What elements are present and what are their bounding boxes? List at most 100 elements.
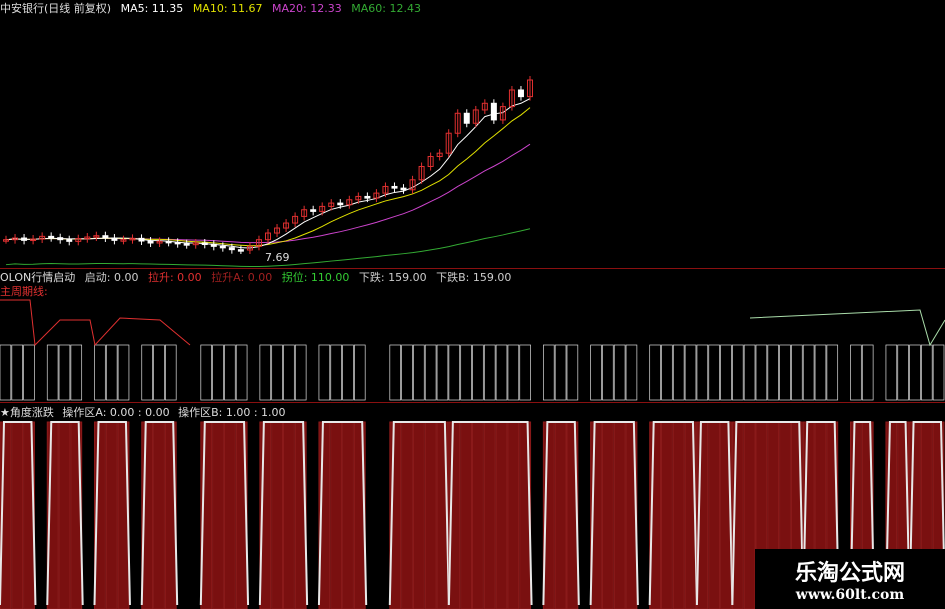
panel4-signal-line xyxy=(388,421,450,606)
watermark-url: www.60lt.com xyxy=(795,587,905,603)
candle-body xyxy=(48,235,55,239)
price-low-label: 7.69 xyxy=(265,251,290,264)
candle-body xyxy=(292,215,299,224)
panel4-bar xyxy=(743,421,756,609)
panel4-bar xyxy=(495,421,508,609)
panel4-bar xyxy=(708,421,721,609)
ma5-line xyxy=(5,98,531,249)
panel4-signal-line xyxy=(542,421,580,606)
candle-body xyxy=(174,241,181,245)
candle-body xyxy=(400,187,407,191)
panel4-signal-line xyxy=(447,421,533,606)
candle-body xyxy=(21,237,28,241)
panel4-bar xyxy=(424,421,437,609)
panel2-bar xyxy=(436,344,449,401)
candle-body xyxy=(499,106,506,121)
candle-body xyxy=(57,237,64,241)
panel2-bar xyxy=(590,344,602,401)
panel4-bar xyxy=(58,421,71,609)
panel4-signal-line xyxy=(46,421,84,606)
indicator-value: 操作区A: 0.00 : 0.00 xyxy=(62,406,170,419)
candle-body xyxy=(463,112,470,124)
ma10-value: MA10: 11.67 xyxy=(192,2,263,15)
candle-body xyxy=(427,156,434,167)
panel4-signal-line xyxy=(802,421,840,606)
candle-body xyxy=(337,202,344,206)
candle-body xyxy=(12,237,19,241)
panel2-bar xyxy=(897,344,909,401)
candle-body xyxy=(527,79,533,98)
panel2-bar xyxy=(105,344,118,401)
ma60-line xyxy=(5,228,531,268)
panel2-bar xyxy=(543,344,555,401)
panel4-signal-line xyxy=(140,421,179,606)
indicator-value: 操作区B: 1.00 : 1.00 xyxy=(178,406,286,419)
panel4-signal-line xyxy=(589,421,639,606)
panel2-bar xyxy=(566,344,579,401)
candle-body xyxy=(472,109,479,124)
panel2-bar xyxy=(861,344,874,401)
panel2-bar xyxy=(460,344,472,401)
candle-body xyxy=(210,243,217,247)
candle-body xyxy=(265,232,271,241)
panel2-bar xyxy=(271,344,283,401)
panel2-bar xyxy=(696,344,709,401)
panel2-bar xyxy=(224,344,236,401)
ma20-value: MA20: 12.33 xyxy=(272,2,342,15)
panel2-bar xyxy=(814,344,827,401)
panel4-bar xyxy=(601,421,614,609)
panel2-legend: OLON行情启动 启动: 0.00 拉升: 0.00 拉升A: 0.00 拐位:… xyxy=(0,269,517,285)
panel2-bar xyxy=(802,344,815,401)
candle-body xyxy=(75,238,82,242)
panel2-bar xyxy=(495,344,508,401)
panel4-bar xyxy=(412,421,425,609)
panel2-bar xyxy=(117,344,130,401)
panel2-bar xyxy=(259,344,272,401)
panel4-signal-line xyxy=(258,421,309,606)
candle-body xyxy=(93,235,100,238)
candle-body xyxy=(274,227,281,234)
panel2-bar xyxy=(283,344,295,401)
panel4-bar xyxy=(11,421,24,609)
candle-body xyxy=(39,235,46,240)
panel4-signal-line xyxy=(648,421,698,606)
panel2-bar xyxy=(318,344,331,401)
panel2-bar xyxy=(921,344,933,401)
panel4-bar xyxy=(223,421,236,609)
candle-body xyxy=(355,195,362,201)
panel2-bar xyxy=(743,344,756,401)
panel2-bar xyxy=(720,344,732,401)
panel2-bar xyxy=(354,344,366,401)
panel2-bar xyxy=(602,344,614,401)
candle-body xyxy=(219,245,226,249)
ma10-line xyxy=(5,107,531,247)
candle-body xyxy=(138,237,145,242)
panel2-bar xyxy=(389,344,401,401)
candle-body xyxy=(147,240,154,244)
panel2-bar xyxy=(932,344,945,401)
panel2-bar xyxy=(755,344,768,401)
panel2-bar xyxy=(672,344,685,401)
panel2-bar xyxy=(850,344,862,401)
candle-body xyxy=(418,165,425,181)
candle-body xyxy=(409,179,416,191)
candle-body xyxy=(102,235,109,239)
panel2-bar xyxy=(153,344,165,401)
panel4-bar xyxy=(212,421,224,609)
candle-body xyxy=(201,242,208,246)
candle-body xyxy=(328,202,335,207)
stock-name: 中安银行(日线 前复权) xyxy=(0,2,112,15)
candle-body xyxy=(183,243,190,246)
panel2-green-line xyxy=(749,309,945,347)
panel4-bar xyxy=(613,421,626,609)
candle-body xyxy=(301,209,308,217)
indicator-value: 拉升: 0.00 xyxy=(147,271,202,284)
candle-body xyxy=(517,89,524,98)
candle-body xyxy=(255,239,262,247)
panel2-bar xyxy=(767,344,779,401)
panel2-bar xyxy=(212,344,224,401)
indicator-value: 拐位: 110.00 xyxy=(281,271,350,284)
panel4-bar xyxy=(105,421,118,609)
candle-body xyxy=(373,192,380,199)
candle-body xyxy=(246,245,253,251)
